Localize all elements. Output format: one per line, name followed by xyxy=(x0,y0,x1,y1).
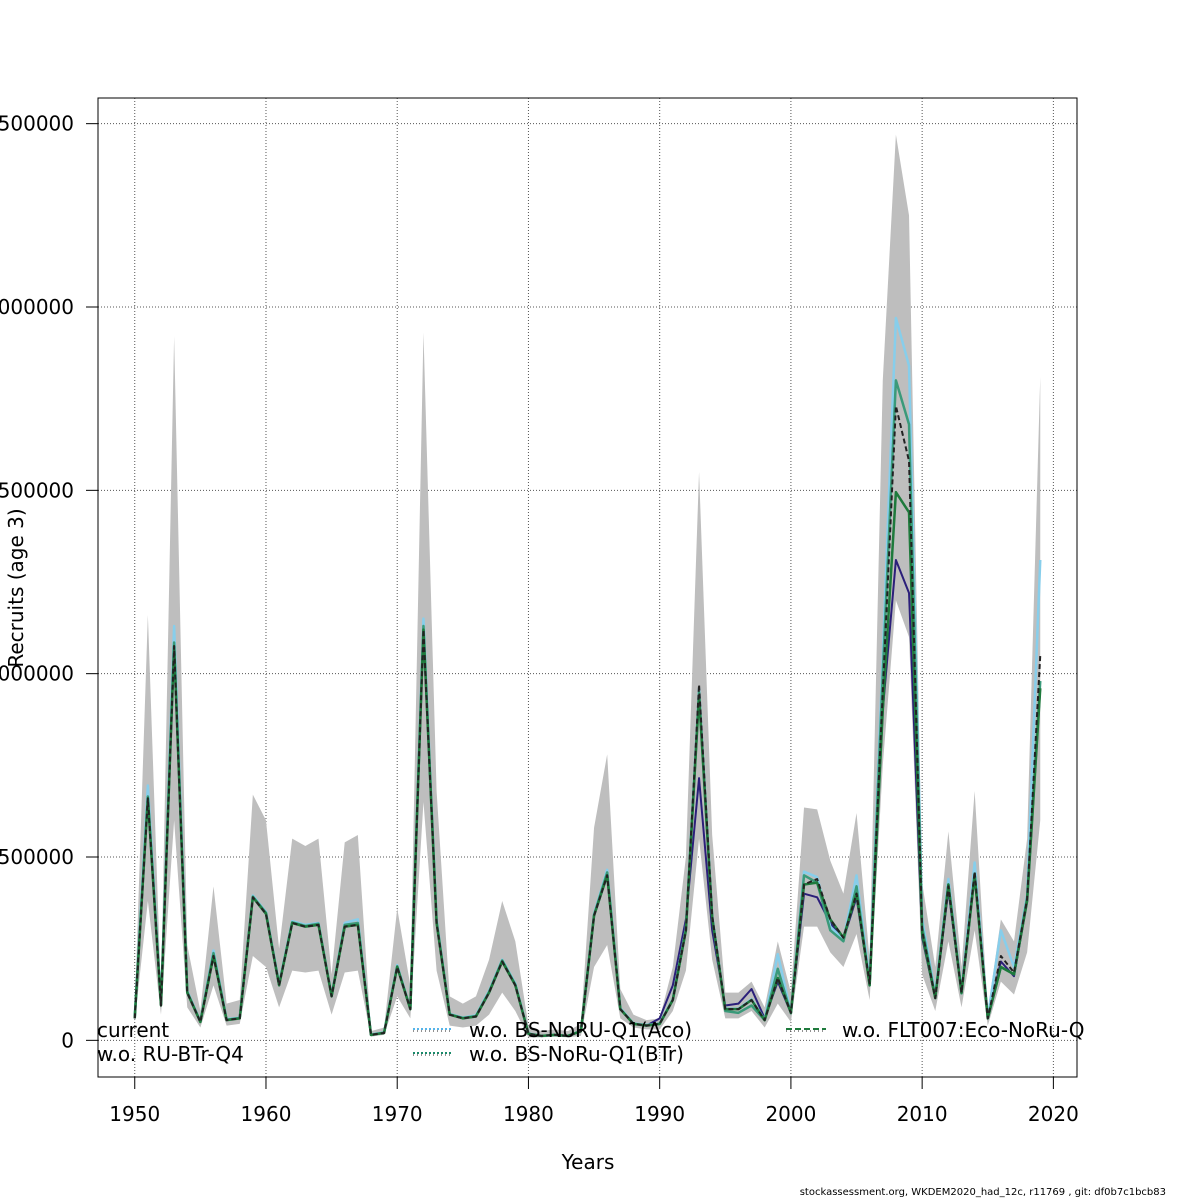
x-tick-label: 1950 xyxy=(109,1102,160,1126)
series-line-4 xyxy=(133,490,1042,1038)
x-tick-label: 2020 xyxy=(1028,1102,1079,1126)
x-tick-label: 1970 xyxy=(372,1102,423,1126)
y-tick-label: 2500000 xyxy=(0,112,74,136)
x-tick-label: 1980 xyxy=(503,1102,554,1126)
legend-label-0: current xyxy=(97,1018,169,1042)
legend-label-4: w.o. FLT007:Eco-NoRu-Q xyxy=(842,1018,1085,1042)
grid xyxy=(98,98,1077,1077)
legend-label-2: w.o. BS-NoRU-Q1(Aco) xyxy=(469,1018,692,1042)
x-tick-label: 1960 xyxy=(241,1102,292,1126)
legend-label-3: w.o. BS-NoRu-Q1(BTr) xyxy=(469,1042,684,1066)
y-tick-label: 500000 xyxy=(0,845,74,869)
confidence-band xyxy=(134,134,1041,1038)
x-tick-label: 1990 xyxy=(634,1102,685,1126)
footer-note: stockassessment.org, WKDEM2020_had_12c, … xyxy=(799,1187,1166,1198)
series-lines xyxy=(133,316,1042,1038)
confidence-band-area xyxy=(134,134,1041,1038)
x-axis-title: Years xyxy=(561,1150,615,1174)
y-tick-label: 2000000 xyxy=(0,295,74,319)
axes: 1950 1960 1970 1980 1990 2000 2010 2020 0 500000 1… xyxy=(0,97,1079,1126)
x-tick-label: 2000 xyxy=(765,1102,816,1126)
y-tick-label: 1500000 xyxy=(0,478,74,502)
x-tick-label: 2010 xyxy=(897,1102,948,1126)
y-axis-title: Recruits (age 3) xyxy=(4,508,28,667)
legend-label-1: w.o. RU-BTr-Q4 xyxy=(97,1042,244,1066)
plot-frame xyxy=(97,97,1078,1078)
y-tick-label: 1000000 xyxy=(0,662,74,686)
y-tick-label: 0 xyxy=(61,1028,74,1052)
